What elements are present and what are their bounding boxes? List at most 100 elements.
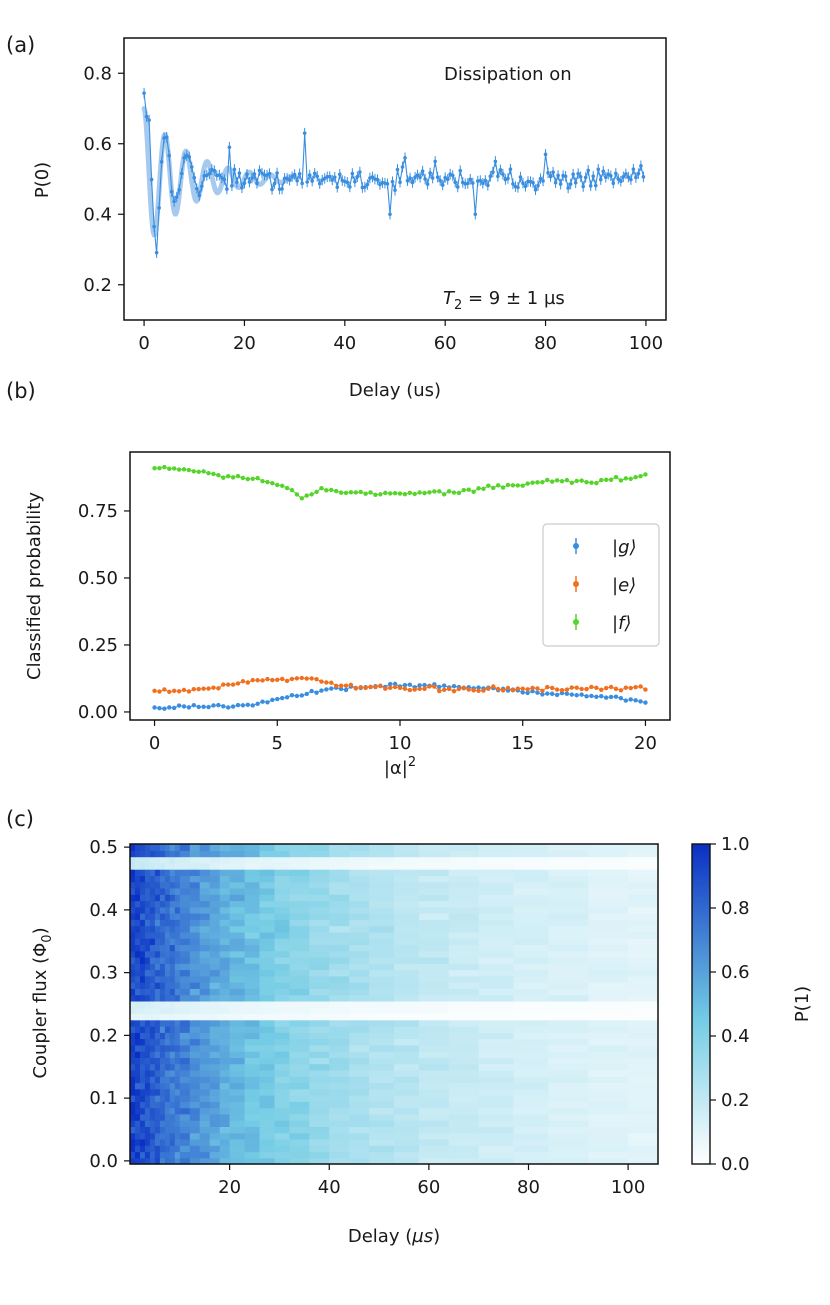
heatmap-cell (219, 913, 231, 920)
heatmap-cell (219, 1132, 231, 1140)
heatmap-cell (394, 1013, 420, 1021)
data-point-e (554, 687, 560, 692)
heatmap-cell (394, 969, 420, 977)
heatmap-cell (369, 956, 395, 964)
heatmap-cell (588, 1063, 629, 1071)
data-point-g (569, 692, 575, 697)
heatmap-cell (209, 950, 221, 958)
data-point-g (407, 682, 413, 687)
heatmap-cell (169, 1157, 176, 1165)
heatmap-cell (144, 982, 151, 989)
data-point (531, 180, 535, 185)
heatmap-cell (274, 1151, 290, 1159)
heatmap-cell (478, 1138, 515, 1146)
heatmap-cell (189, 1095, 201, 1102)
heatmap-cell (169, 844, 176, 851)
heatmap-cell (259, 894, 275, 902)
heatmap-cell (289, 950, 310, 958)
heatmap-cell (369, 931, 395, 939)
heatmap-cell (229, 944, 246, 952)
heatmap-cell (274, 1126, 290, 1134)
heatmap-cell (140, 1126, 146, 1134)
heatmap-cell (209, 1013, 221, 1021)
data-point-e (481, 688, 486, 693)
heatmap-cell (149, 1076, 156, 1084)
heatmap-cell (289, 1057, 310, 1065)
heatmap-cell (628, 1095, 659, 1102)
heatmap-cell (169, 1101, 176, 1109)
heatmap-cell (448, 1000, 480, 1008)
data-point-f (486, 483, 491, 488)
heatmap-cell (329, 931, 350, 939)
data-point-f (167, 466, 172, 471)
x-tick-label: 20 (233, 333, 256, 354)
heatmap-cell (144, 956, 151, 964)
heatmap-cell (144, 925, 151, 933)
data-point (237, 171, 242, 175)
data-point-f (176, 467, 182, 472)
heatmap-cell (309, 869, 330, 876)
heatmap-cell (135, 844, 141, 851)
heatmap-cell (513, 894, 549, 902)
heatmap-cell (274, 938, 290, 945)
heatmap-cell (349, 1138, 370, 1146)
x-tick-label: 80 (534, 333, 557, 354)
heatmap-cell (130, 869, 136, 876)
data-point (197, 193, 202, 198)
heatmap-cell (244, 925, 261, 933)
heatmap-cell (130, 1095, 136, 1102)
heatmap-cell (149, 1044, 156, 1052)
heatmap-cell (144, 1026, 151, 1033)
heatmap-cell (174, 850, 181, 858)
heatmap-cell (418, 1145, 450, 1153)
heatmap-cell (140, 938, 146, 945)
data-point-f (338, 490, 344, 495)
heatmap-cell (189, 1132, 201, 1140)
heatmap-cell (394, 975, 420, 983)
data-point (608, 173, 613, 178)
heatmap-cell (164, 1120, 171, 1127)
heatmap-cell (149, 1126, 156, 1134)
heatmap-cell (209, 969, 221, 977)
heatmap-cell (199, 900, 211, 908)
data-point-f (383, 490, 388, 496)
heatmap-cell (219, 881, 231, 889)
heatmap-cell (219, 944, 231, 952)
heatmap-cell (478, 944, 515, 952)
heatmap-cell (628, 1126, 659, 1134)
heatmap-cell (628, 1013, 659, 1021)
heatmap-cell (169, 1132, 176, 1140)
heatmap-cell (513, 1026, 549, 1033)
heatmap-cell (179, 1013, 191, 1021)
heatmap-cell (309, 1120, 330, 1127)
heatmap-cell (169, 1063, 176, 1071)
heatmap-cell (448, 925, 480, 933)
heatmap-cell (164, 1157, 171, 1165)
heatmap-cell (209, 856, 221, 864)
data-point-g (196, 704, 201, 710)
heatmap-cell (244, 1082, 261, 1090)
heatmap-cell (164, 975, 171, 983)
data-point (629, 177, 633, 182)
heatmap-cell (394, 1138, 420, 1146)
heatmap-cell (130, 931, 136, 939)
colorbar-tick-label: 0.0 (721, 1154, 750, 1175)
heatmap-cell (189, 1007, 201, 1014)
heatmap-cell (174, 844, 181, 851)
heatmap-cell (164, 900, 171, 908)
heatmap-cell (448, 1132, 480, 1140)
heatmap-cell (274, 1051, 290, 1058)
data-point-g (476, 685, 481, 690)
data-point (576, 171, 580, 176)
heatmap-cell (244, 856, 261, 864)
heatmap-cell (154, 875, 161, 883)
heatmap-cell (140, 994, 146, 1002)
heatmap-cell (394, 1132, 420, 1140)
data-point-e (314, 676, 319, 682)
data-point-f (171, 466, 177, 471)
heatmap-cell (309, 994, 330, 1002)
heatmap-cell (329, 881, 350, 889)
heatmap-cell (349, 1019, 370, 1027)
heatmap-cell (588, 1013, 629, 1021)
heatmap-cell (329, 869, 350, 876)
